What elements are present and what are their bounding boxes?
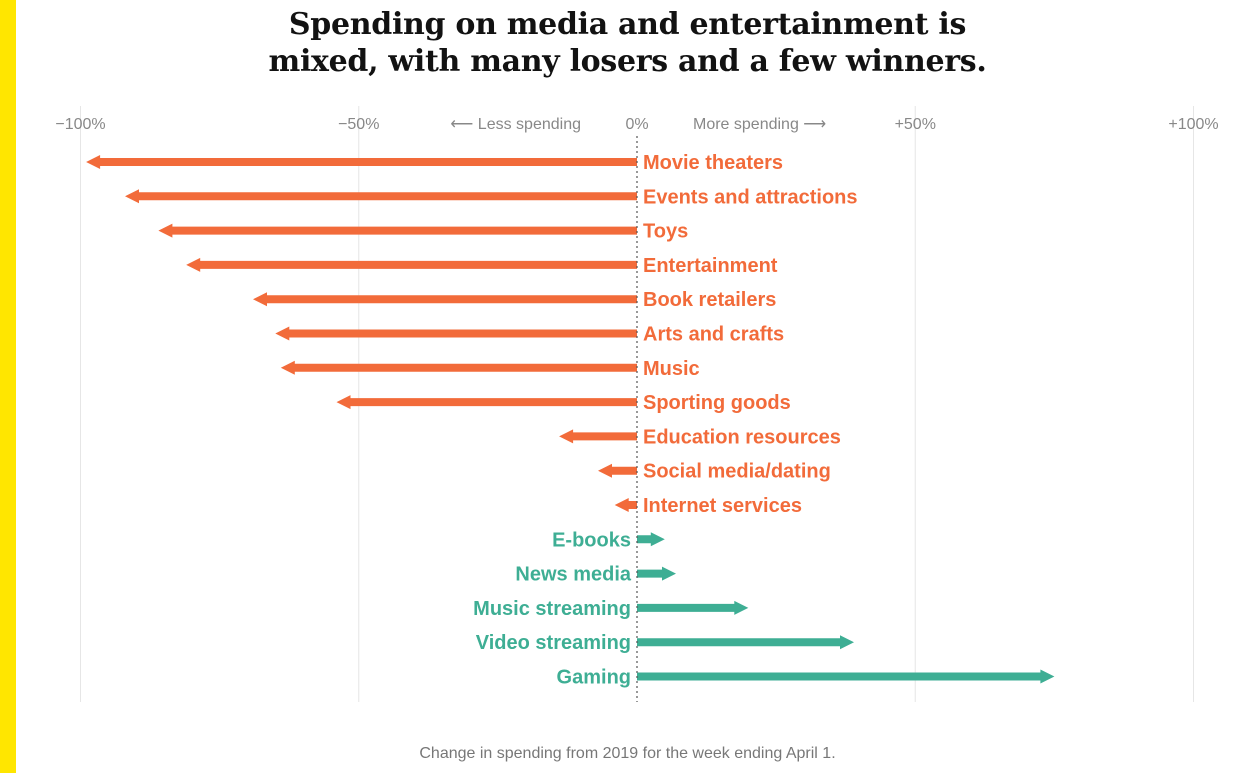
category-label: Toys [643, 221, 688, 243]
arrow-bar [637, 532, 665, 547]
category-label: Video streaming [476, 632, 631, 654]
more-spending-label: More spending ⟶ [693, 116, 826, 133]
arrow-bar [280, 360, 637, 375]
chart-caption: Change in spending from 2019 for the wee… [419, 745, 836, 762]
category-label: Music [643, 358, 700, 380]
arrow-bar [637, 600, 749, 615]
category-label: Education resources [643, 426, 841, 448]
arrow-bar [125, 189, 637, 204]
chart-title-line-1: Spending on media and entertainment is [288, 7, 967, 42]
x-tick-label: −100% [55, 116, 105, 133]
category-label: Internet services [643, 495, 802, 517]
category-label: Sporting goods [643, 392, 791, 414]
category-label: Gaming [557, 667, 631, 689]
arrow-bar [336, 395, 637, 410]
category-label: Arts and crafts [643, 324, 784, 346]
x-tick-label: −50% [338, 116, 379, 133]
chart-title: Spending on media and entertainment is m… [16, 6, 1239, 80]
category-label: Music streaming [473, 598, 631, 620]
arrow-bar [637, 669, 1055, 684]
arrow-bar [598, 463, 637, 478]
accent-stripe [0, 0, 16, 773]
less-spending-label: ⟵ Less spending [450, 116, 581, 133]
category-label: Entertainment [643, 255, 778, 277]
arrow-bar [637, 566, 676, 581]
arrow-bar [86, 155, 638, 169]
arrow-bar [158, 223, 637, 238]
arrow-bar [253, 292, 637, 307]
x-tick-label: +100% [1168, 116, 1218, 133]
category-label: Events and attractions [643, 186, 858, 208]
category-label: Book retailers [643, 289, 776, 311]
arrow-bar [637, 635, 854, 650]
chart-title-line-2: mixed, with many losers and a few winner… [268, 44, 987, 79]
x-tick-label: 0% [625, 116, 648, 133]
category-label: News media [515, 564, 631, 586]
category-label: Social media/dating [643, 461, 831, 483]
arrow-bar [275, 326, 637, 341]
arrow-bar [614, 498, 637, 512]
arrow-bar [559, 429, 637, 444]
x-tick-label: +50% [895, 116, 936, 133]
arrow-bar [186, 257, 637, 272]
category-label: E-books [552, 529, 631, 551]
category-label: Movie theaters [643, 152, 783, 174]
